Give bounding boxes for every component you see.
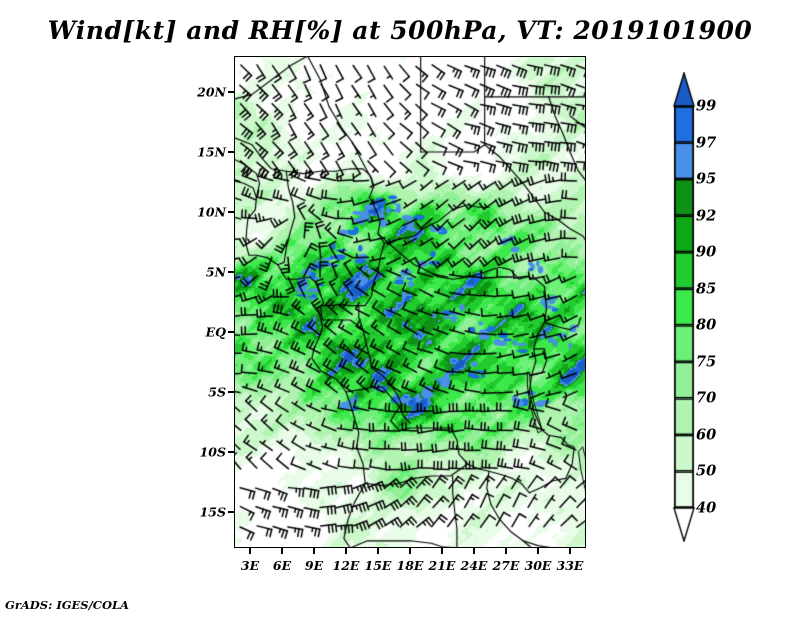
- y-axis-tick: [228, 451, 234, 453]
- map-plot-area[interactable]: [234, 56, 586, 548]
- colorbar-tick-label: 99: [696, 97, 717, 115]
- footer-credit: GrADS: IGES/COLA: [5, 598, 129, 612]
- y-axis-tick-label: EQ: [205, 324, 226, 340]
- x-axis-tick: [249, 548, 251, 554]
- y-axis-tick-label: 10N: [197, 204, 226, 220]
- page-title: Wind[kt] and RH[%] at 500hPa, VT: 201910…: [47, 16, 753, 45]
- y-axis-tick: [228, 331, 234, 333]
- y-axis-tick-label: 15S: [199, 504, 226, 520]
- y-axis-tick: [228, 211, 234, 213]
- x-axis-tick-label: 33E: [556, 558, 584, 573]
- y-axis-tick-label: 10S: [199, 444, 226, 460]
- x-axis-tick: [377, 548, 379, 554]
- x-axis-tick: [281, 548, 283, 554]
- colorbar-canvas: [668, 72, 712, 542]
- colorbar-tick-label: 80: [696, 316, 717, 334]
- colorbar-tick-label: 75: [696, 353, 717, 371]
- y-axis-tick-label: 5S: [208, 384, 226, 400]
- colorbar-tick-label: 70: [696, 389, 717, 407]
- x-axis-tick-label: 21E: [428, 558, 456, 573]
- rh-wind-field-canvas: [234, 56, 586, 548]
- x-axis-tick: [505, 548, 507, 554]
- x-axis-tick: [537, 548, 539, 554]
- x-axis-tick: [569, 548, 571, 554]
- x-axis-tick-label: 3E: [240, 558, 260, 573]
- y-axis-tick: [228, 91, 234, 93]
- x-axis-tick-label: 18E: [396, 558, 424, 573]
- colorbar-tick-label: 92: [696, 207, 717, 225]
- colorbar-tick-label: 85: [696, 280, 717, 298]
- colorbar-tick-label: 95: [696, 170, 717, 188]
- x-axis-tick-label: 24E: [460, 558, 488, 573]
- y-axis-tick: [228, 511, 234, 513]
- y-axis-tick: [228, 391, 234, 393]
- y-axis-tick: [228, 151, 234, 153]
- colorbar-tick-label: 40: [696, 499, 717, 517]
- y-axis-tick-label: 15N: [197, 144, 226, 160]
- x-axis-tick-label: 6E: [272, 558, 292, 573]
- x-axis-tick-label: 27E: [492, 558, 520, 573]
- colorbar-tick-label: 60: [696, 426, 717, 444]
- x-axis-tick: [441, 548, 443, 554]
- x-axis-tick-label: 15E: [364, 558, 392, 573]
- y-axis-tick-label: 20N: [197, 84, 226, 100]
- x-axis-tick: [473, 548, 475, 554]
- x-axis-tick: [345, 548, 347, 554]
- y-axis-tick: [228, 271, 234, 273]
- x-axis-tick-label: 9E: [304, 558, 324, 573]
- x-axis-tick: [313, 548, 315, 554]
- colorbar: 40 50 60 70 75 80 85 90 92 95 97 99: [668, 72, 778, 542]
- x-axis-tick-label: 30E: [524, 558, 552, 573]
- colorbar-tick-label: 97: [696, 134, 717, 152]
- x-axis-tick-label: 12E: [332, 558, 360, 573]
- x-axis-tick: [409, 548, 411, 554]
- colorbar-tick-label: 90: [696, 243, 717, 261]
- colorbar-tick-label: 50: [696, 462, 717, 480]
- y-axis-tick-label: 5N: [205, 264, 226, 280]
